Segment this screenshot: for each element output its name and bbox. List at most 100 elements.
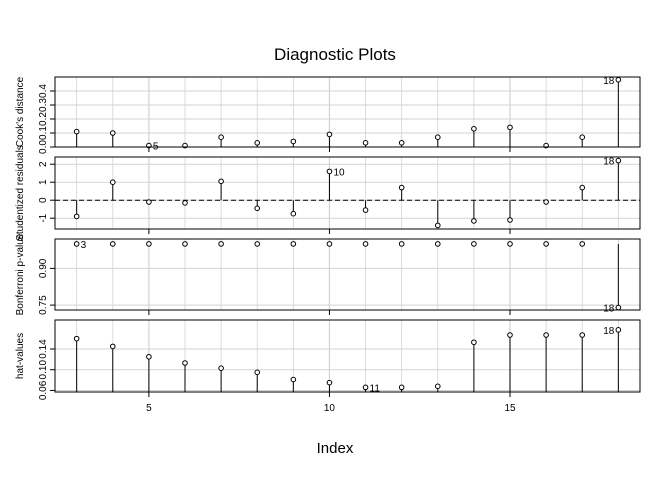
panel-frame xyxy=(54,319,641,393)
y-tick-label: 2 xyxy=(38,161,49,167)
point-label: 10 xyxy=(333,167,345,178)
point-label: 18 xyxy=(603,326,615,337)
panel-4: 11 18 0.060.100.14 hat-values 5 10 15 xyxy=(15,319,641,414)
data-point xyxy=(398,140,405,146)
y-tick-label: 0.1 xyxy=(38,126,49,140)
data-point xyxy=(507,332,513,338)
y-tick-label: 0.3 xyxy=(38,98,49,112)
data-point xyxy=(146,199,152,205)
y-axis-label: hat-values xyxy=(15,333,26,379)
data-point xyxy=(471,126,477,132)
x-axis-label: Index xyxy=(317,440,354,457)
data-point xyxy=(326,168,333,175)
data-point xyxy=(109,343,116,350)
y-axis-label: Bonferroni p-value xyxy=(15,233,26,315)
data-point xyxy=(579,134,586,140)
data-point xyxy=(434,222,441,229)
data-point xyxy=(543,241,549,247)
data-point xyxy=(615,77,622,83)
data-point xyxy=(290,241,297,247)
data-point xyxy=(579,184,586,191)
point-label: 3 xyxy=(81,240,87,251)
data-point xyxy=(254,140,261,146)
chart-title: Diagnostic Plots xyxy=(274,45,396,64)
data-point xyxy=(398,184,405,191)
y-tick-label: 0.4 xyxy=(38,84,49,98)
data-point xyxy=(290,138,297,145)
data-point xyxy=(398,384,405,391)
y-axis-label: Cook's distance xyxy=(15,76,26,147)
data-point xyxy=(254,241,261,247)
data-point xyxy=(615,304,622,311)
data-point xyxy=(615,157,622,164)
data-point xyxy=(362,241,369,247)
panel-frame xyxy=(54,238,641,311)
data-point xyxy=(362,140,369,146)
data-point xyxy=(471,339,477,346)
data-point xyxy=(73,213,80,220)
data-point xyxy=(326,241,333,247)
panel-2: 10 18 -1 0 1 2 Studentized residuals xyxy=(15,145,641,241)
data-point xyxy=(362,384,369,391)
data-point xyxy=(254,369,261,376)
y-tick-label: -1 xyxy=(38,213,49,222)
y-tick-label: 0.2 xyxy=(38,112,49,126)
x-tick-label: 15 xyxy=(504,403,516,414)
data-point xyxy=(218,241,224,247)
data-point xyxy=(507,241,513,247)
y-tick-label: 0.75 xyxy=(38,295,49,315)
point-label: 18 xyxy=(603,157,615,168)
data-point xyxy=(109,241,116,247)
data-point xyxy=(543,199,549,205)
panel-frame xyxy=(54,76,641,148)
y-tick-label: 0.14 xyxy=(38,339,49,359)
data-point xyxy=(398,241,405,247)
data-point xyxy=(290,376,297,383)
data-point xyxy=(507,124,513,131)
data-point xyxy=(182,241,188,247)
x-tick-label: 10 xyxy=(324,403,336,414)
data-point xyxy=(362,207,369,213)
data-point xyxy=(182,360,188,366)
panel-3: 3 18 0.75 0.90 Bonferroni p-value xyxy=(15,233,641,315)
data-point xyxy=(218,365,224,371)
data-point xyxy=(326,131,333,138)
y-tick-label: 0.0 xyxy=(38,140,49,154)
y-axis-label: Studentized residuals xyxy=(15,145,26,241)
data-point xyxy=(434,383,441,390)
point-label: 18 xyxy=(603,76,615,87)
data-point xyxy=(543,332,549,338)
data-point xyxy=(73,335,80,342)
point-label: 18 xyxy=(603,304,615,315)
data-point xyxy=(326,379,333,386)
data-point xyxy=(434,241,441,247)
data-point xyxy=(109,179,116,185)
data-point xyxy=(182,200,188,206)
y-tick-label: 0.06 xyxy=(38,380,49,400)
data-point xyxy=(434,134,441,140)
data-point xyxy=(146,241,152,247)
data-point xyxy=(471,241,477,247)
data-point xyxy=(218,134,224,140)
y-tick-label: 1 xyxy=(38,179,49,185)
data-point xyxy=(73,128,80,135)
data-point xyxy=(218,178,224,185)
x-tick-label: 5 xyxy=(146,403,152,414)
y-tick-label: 0.90 xyxy=(38,258,49,278)
y-tick-label: 0 xyxy=(38,197,49,203)
data-point xyxy=(507,217,513,223)
data-point xyxy=(290,210,297,217)
point-label: 11 xyxy=(370,383,381,394)
data-point xyxy=(254,205,261,212)
data-point xyxy=(109,130,116,136)
data-point xyxy=(146,353,152,360)
data-point xyxy=(615,327,622,333)
y-tick-label: 0.10 xyxy=(38,360,49,380)
data-point xyxy=(579,241,586,247)
data-point xyxy=(579,332,586,338)
panel-frame xyxy=(54,156,641,230)
data-point xyxy=(471,218,477,224)
